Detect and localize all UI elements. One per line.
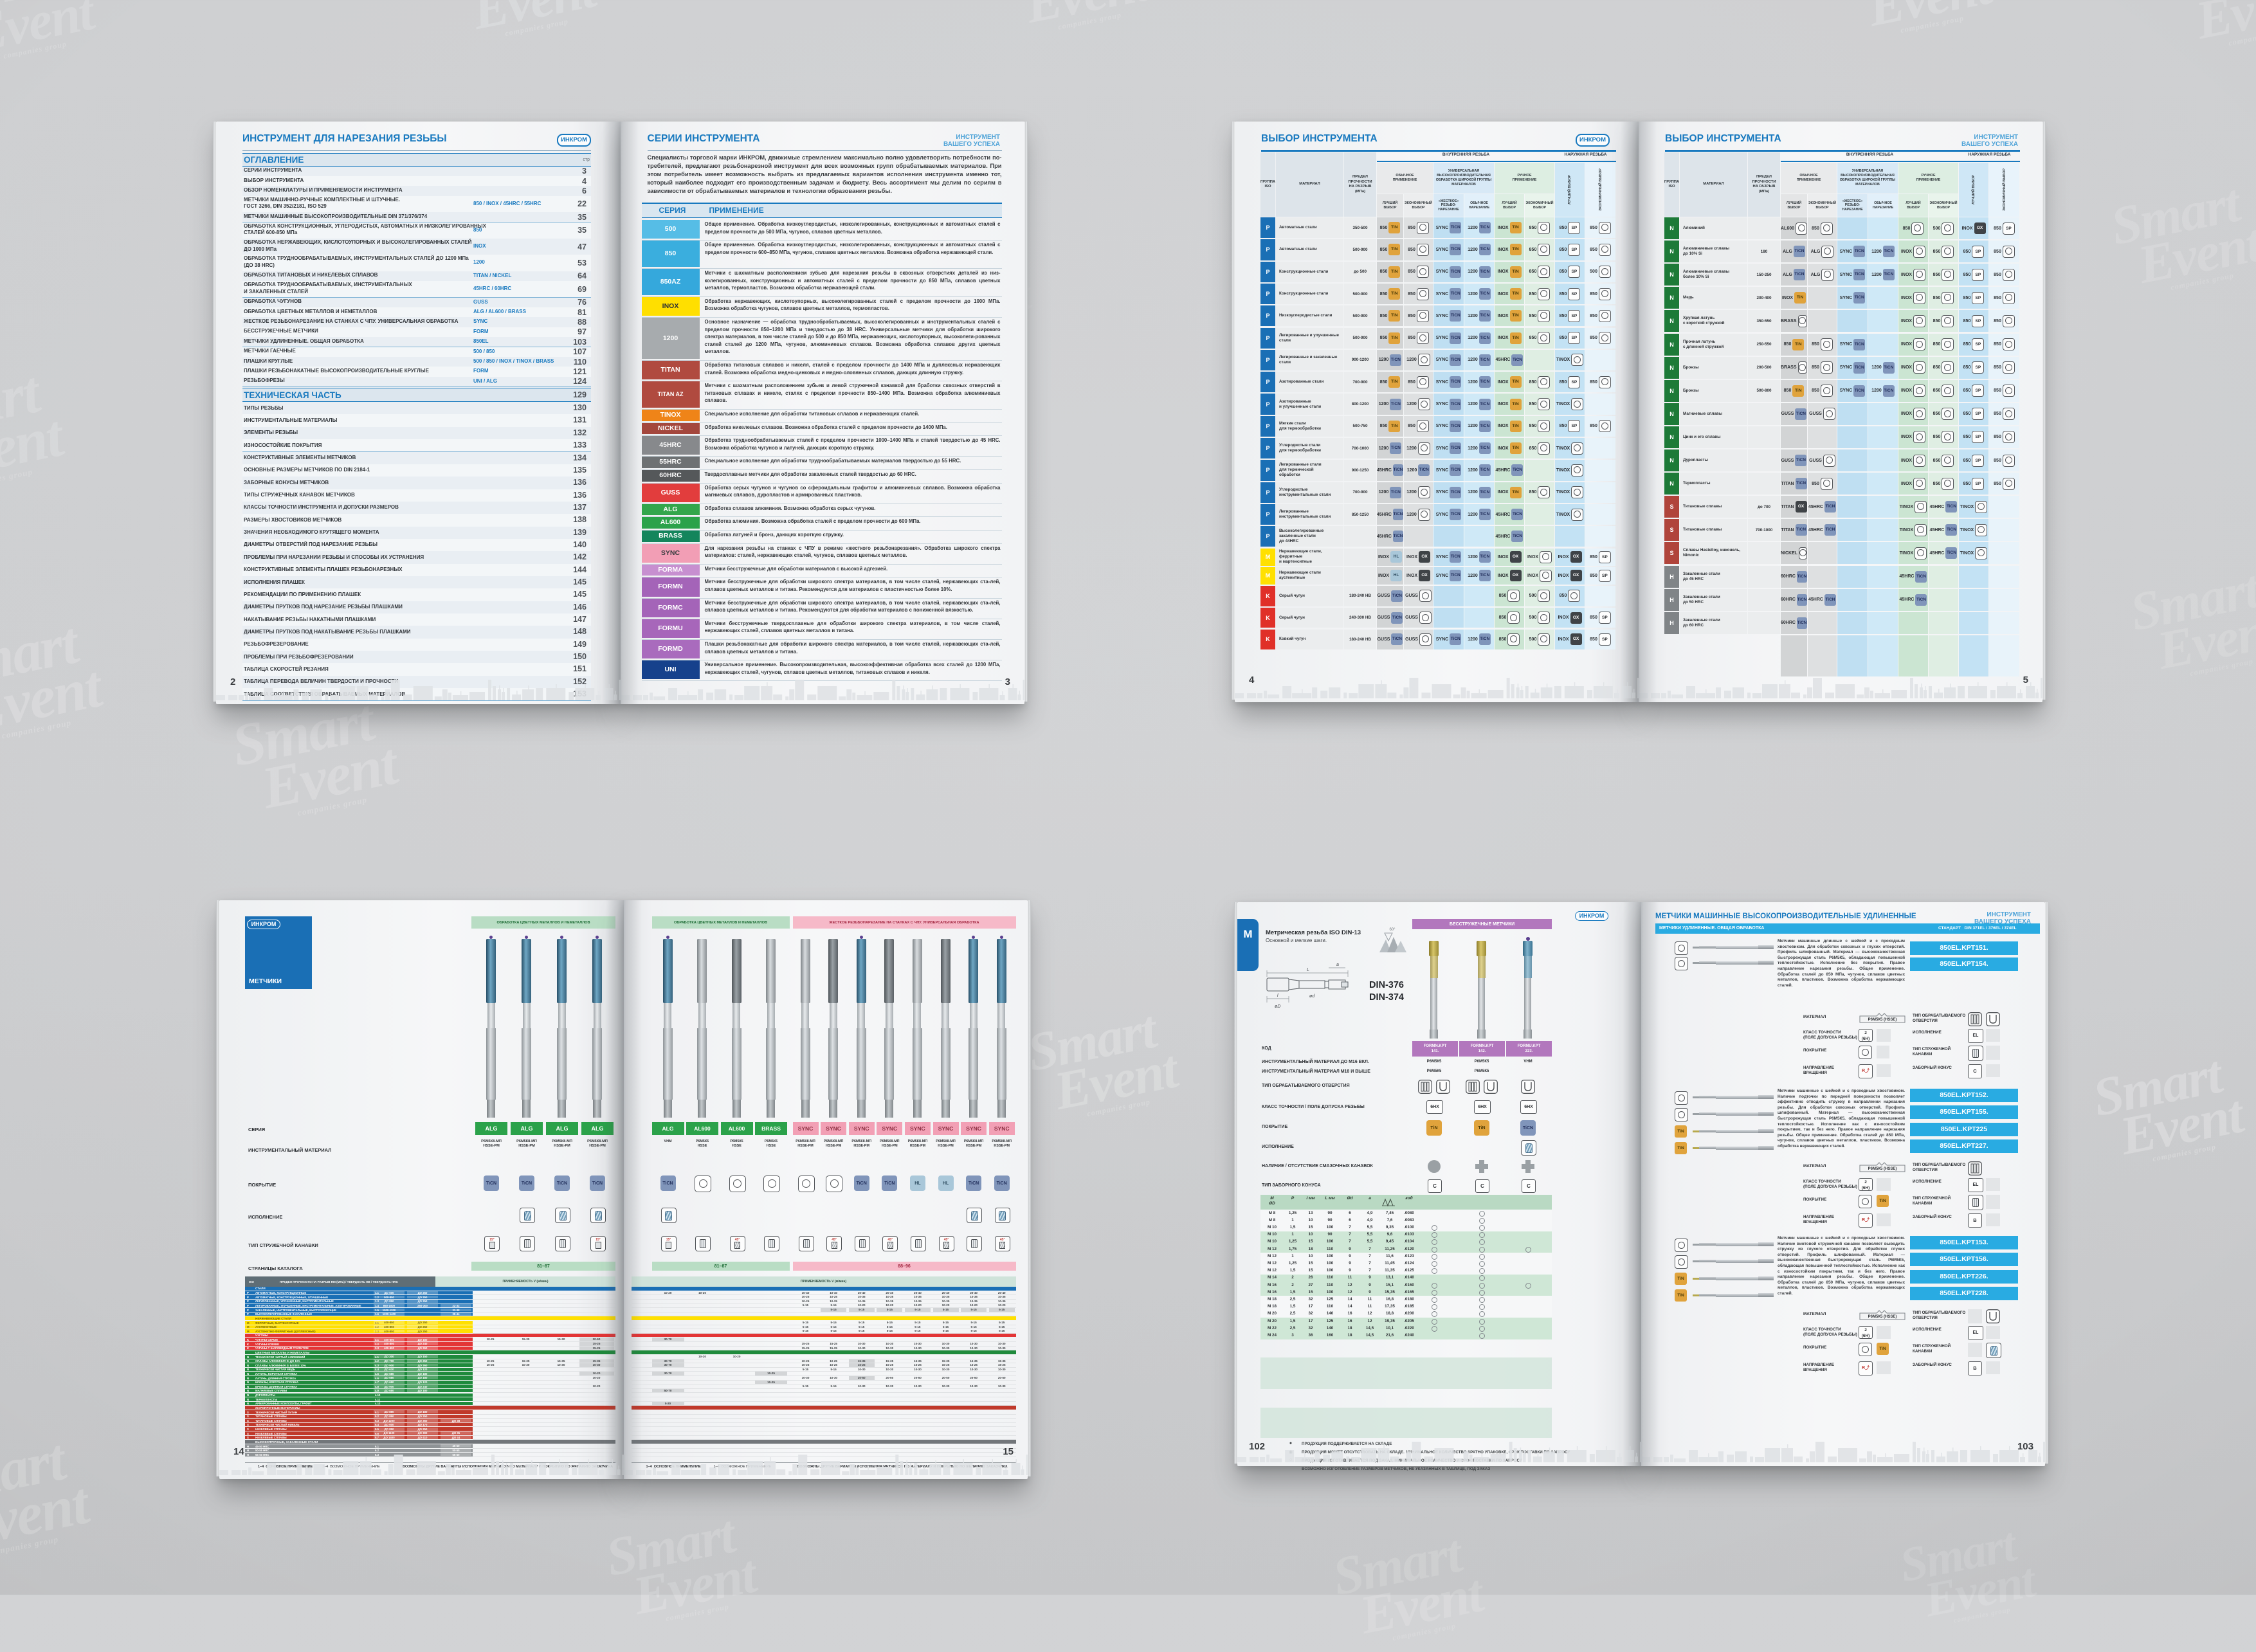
- svg-text:Р6М5К5 (HSSE): Р6М5К5 (HSSE): [1868, 1167, 1897, 1171]
- svg-text:ød: ød: [1309, 994, 1315, 999]
- svg-text:Р6М5К5 (HSSE): Р6М5К5 (HSSE): [1868, 1018, 1897, 1022]
- svg-text:l: l: [1277, 994, 1278, 998]
- svg-text:60°: 60°: [1389, 928, 1396, 932]
- svg-text:L: L: [1307, 968, 1309, 972]
- svg-text:a: a: [1336, 963, 1339, 967]
- svg-text:øD: øD: [1275, 1004, 1280, 1009]
- svg-text:Р6М5К5 (HSSE): Р6М5К5 (HSSE): [1868, 1315, 1897, 1319]
